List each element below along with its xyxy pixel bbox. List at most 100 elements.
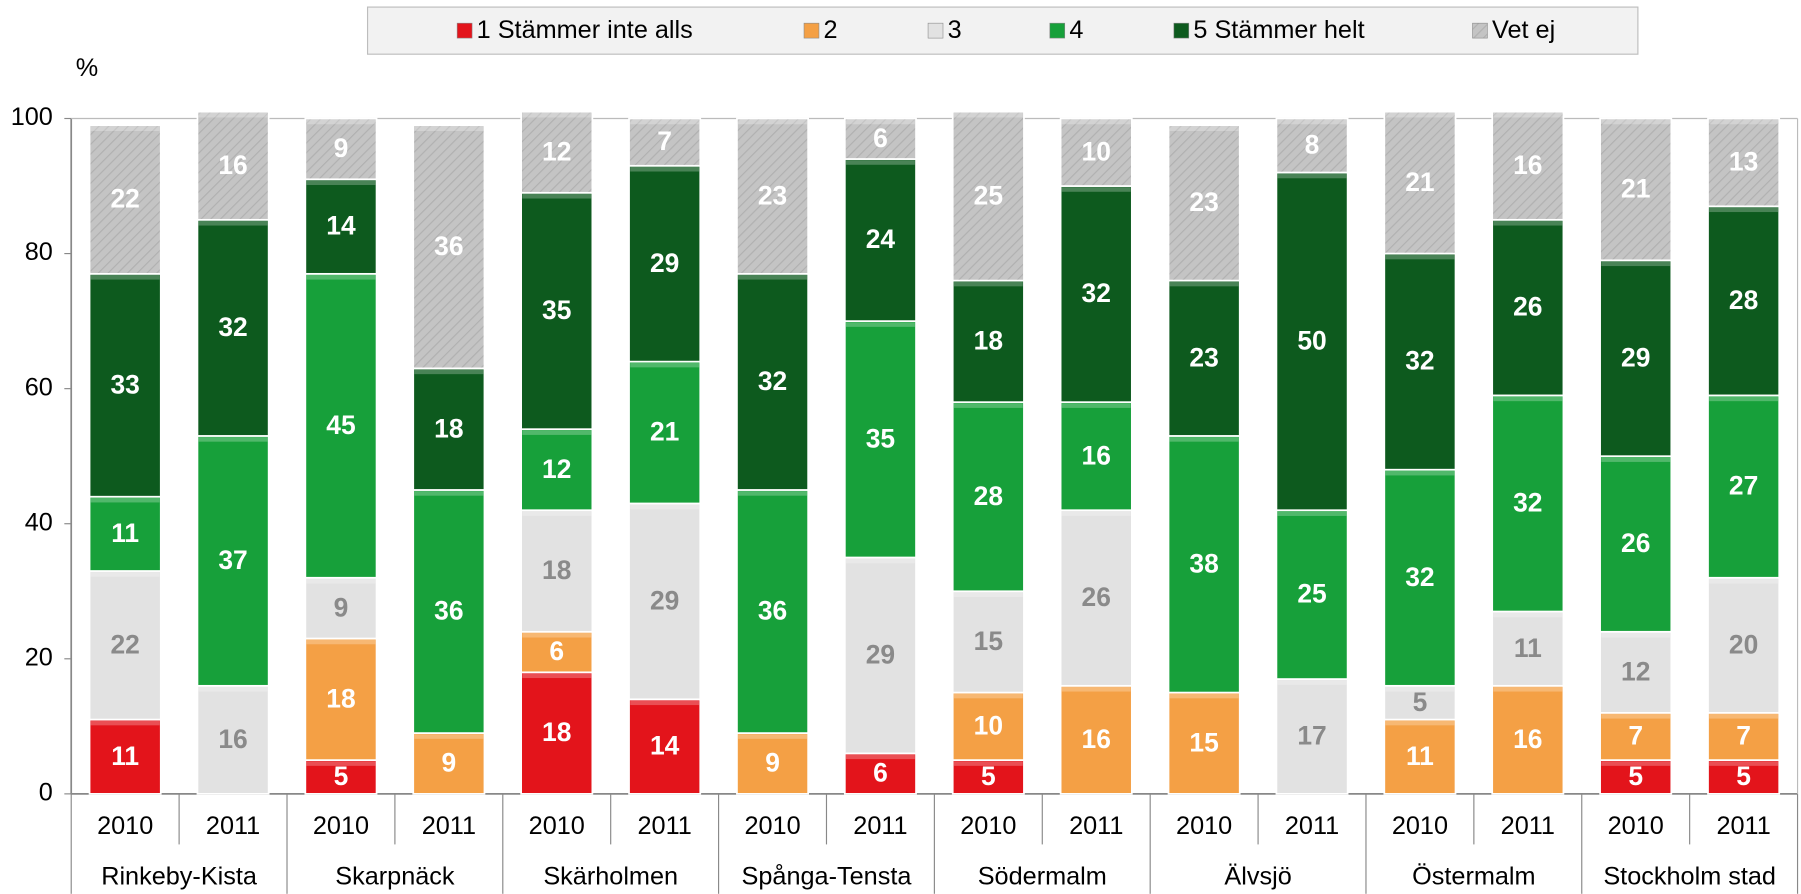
bar-highlight <box>90 126 160 131</box>
bar-highlight <box>1277 119 1347 125</box>
bar-highlight <box>1277 680 1347 685</box>
data-label: 13 <box>1729 147 1758 177</box>
bar-highlight <box>1493 686 1563 692</box>
data-label: 26 <box>1513 292 1542 322</box>
data-label: 12 <box>542 454 571 484</box>
data-label: 8 <box>1305 130 1320 160</box>
bar-highlight <box>953 403 1023 408</box>
y-tick-label: 60 <box>25 373 53 401</box>
data-label: 32 <box>1513 488 1542 518</box>
bar-segment <box>1383 718 1457 795</box>
bar-highlight <box>953 281 1023 287</box>
bar-highlight <box>845 558 915 564</box>
data-label: 45 <box>326 410 355 440</box>
data-label: 21 <box>1405 167 1434 197</box>
bar-highlight <box>1277 173 1347 179</box>
bar-highlight <box>306 639 376 645</box>
data-label: 28 <box>1729 285 1758 315</box>
legend-swatch <box>1472 22 1488 39</box>
bar-segment <box>88 495 162 572</box>
data-label: 5 <box>334 761 349 791</box>
data-label: 9 <box>442 748 457 778</box>
legend-label: Vet ej <box>1492 16 1555 44</box>
data-label: 7 <box>1628 721 1643 751</box>
data-label: 22 <box>110 629 139 659</box>
data-label: 12 <box>542 136 571 166</box>
data-label: 29 <box>866 640 895 670</box>
bar-highlight <box>306 119 376 125</box>
data-label: 32 <box>218 312 247 342</box>
bar-segment <box>88 570 162 721</box>
bar-segment <box>1383 468 1457 687</box>
bar-highlight <box>1601 119 1671 125</box>
bar-highlight <box>630 166 700 172</box>
data-label: 9 <box>334 592 349 622</box>
bar-segment <box>1599 711 1673 761</box>
data-label: 18 <box>974 325 1003 355</box>
bar-segment <box>304 576 378 640</box>
bar-highlight <box>414 491 484 496</box>
data-label: 27 <box>1729 471 1758 501</box>
bar-highlight <box>306 274 376 280</box>
bar-segment <box>304 637 378 761</box>
data-label: 21 <box>650 417 679 447</box>
bar-segment <box>1059 684 1133 795</box>
data-label: 20 <box>1729 629 1758 659</box>
bar-segment <box>1707 394 1781 579</box>
data-label: 16 <box>1082 440 1111 470</box>
bar-highlight <box>90 274 160 280</box>
bar-segment <box>1383 252 1457 471</box>
bar-highlight <box>738 734 807 739</box>
data-label: 7 <box>657 126 672 156</box>
bar-highlight <box>522 673 592 679</box>
bar-highlight <box>1709 713 1779 719</box>
data-label: 16 <box>1513 724 1542 754</box>
data-label: 16 <box>218 150 247 180</box>
data-label: 11 <box>1514 633 1542 663</box>
legend-label: 4 <box>1069 16 1083 44</box>
bar-highlight <box>522 632 592 638</box>
data-label: 9 <box>334 133 349 163</box>
data-label: 11 <box>111 518 139 548</box>
bar-segment <box>1167 435 1241 694</box>
bar-segment <box>1599 259 1673 458</box>
group-label: Skärholmen <box>543 862 678 890</box>
x-tick-label: 2011 <box>1069 812 1123 840</box>
bar-segment <box>1275 678 1349 795</box>
bar-segment <box>736 117 810 275</box>
data-label: 28 <box>974 481 1003 511</box>
data-label: 5 <box>1736 761 1751 791</box>
data-label: 35 <box>866 423 895 453</box>
bar-segment <box>304 117 378 181</box>
legend-label: 1 Stämmer inte alls <box>477 16 693 44</box>
bar-highlight <box>198 686 268 692</box>
x-tick-label: 2010 <box>313 812 369 840</box>
bar-segment <box>843 320 917 559</box>
bar-highlight <box>1493 220 1563 226</box>
bar-highlight <box>1493 396 1563 402</box>
legend-label: 5 Stämmer helt <box>1193 16 1364 44</box>
x-tick-label: 2010 <box>1608 812 1664 840</box>
data-label: 35 <box>542 295 571 325</box>
data-label: 29 <box>1621 342 1650 372</box>
x-tick-label: 2011 <box>422 812 476 840</box>
bar-highlight <box>90 572 160 577</box>
data-label: 32 <box>1082 278 1111 308</box>
data-label: 11 <box>1406 741 1434 771</box>
bar-segment <box>843 117 917 160</box>
y-tick-label: 20 <box>25 643 53 671</box>
bar-segment <box>951 110 1025 282</box>
bar-segment <box>520 191 594 431</box>
legend-swatch <box>803 22 820 39</box>
bar-segment <box>736 732 810 795</box>
bar-highlight <box>1385 254 1455 260</box>
bar-segment <box>951 279 1025 404</box>
x-tick-label: 2010 <box>529 812 585 840</box>
bar-segment <box>196 684 270 795</box>
bar-segment <box>412 124 486 370</box>
bar-segment <box>628 164 702 363</box>
bar-segment <box>412 367 486 491</box>
bar-highlight <box>1169 281 1239 287</box>
data-label: 6 <box>873 758 888 788</box>
